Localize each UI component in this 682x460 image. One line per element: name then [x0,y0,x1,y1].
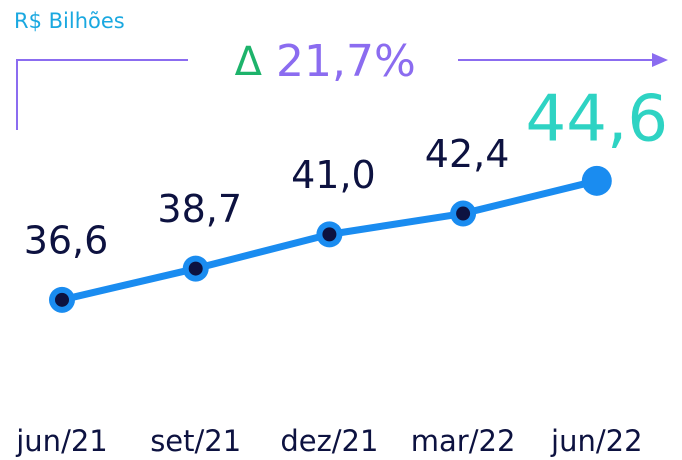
point-center [322,227,337,242]
x-tick-label: mar/22 [411,424,516,458]
point-center [456,206,471,221]
annotation: 21,7% [276,36,416,87]
delta-symbol: Δ [235,39,263,85]
value-label: 44,6 [526,82,669,156]
bracket-left [16,59,188,130]
x-tick-label: dez/21 [280,424,378,458]
x-tick-label: jun/22 [550,424,643,458]
point-center [188,261,203,276]
point [581,165,612,196]
arrow-head [652,53,668,67]
value-label: 42,4 [425,132,510,176]
x-tick-label: set/21 [150,424,241,458]
value-label: 36,6 [24,218,109,262]
value-label: 41,0 [291,153,376,197]
point-center [55,292,69,307]
unit-label: R$ Bilhões [14,9,125,33]
value-label: 38,7 [157,187,242,231]
x-tick-label: jun/21 [15,424,108,458]
